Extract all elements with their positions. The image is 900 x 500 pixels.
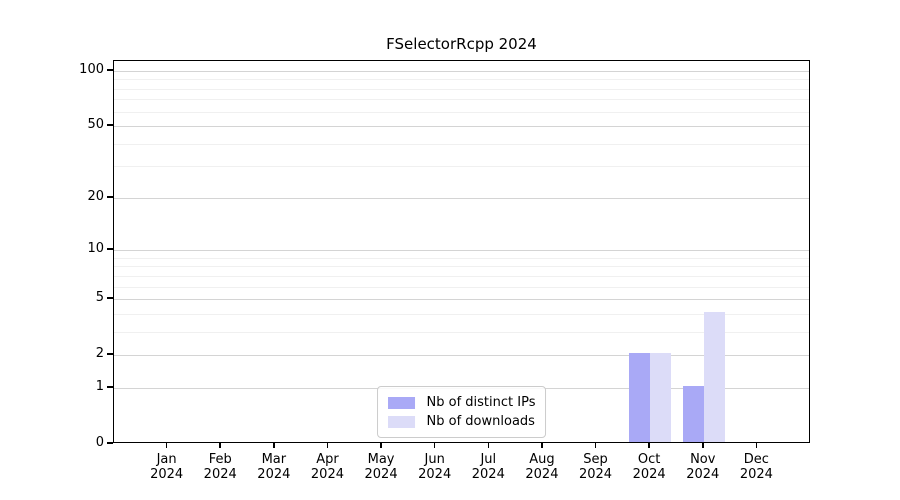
gridline-major xyxy=(114,70,809,72)
x-tick-month: Jan xyxy=(156,452,177,467)
legend-label-downloads: Nb of downloads xyxy=(426,414,535,429)
gridline-major xyxy=(114,299,809,301)
x-tick-mark xyxy=(433,443,436,448)
x-tick-label-sep: Sep 2024 xyxy=(556,452,636,482)
x-tick-month: Apr xyxy=(316,452,339,467)
x-tick-month: Sep xyxy=(583,452,608,467)
legend: Nb of distinct IPs Nb of downloads xyxy=(376,386,547,438)
legend-swatch-distinct-ips xyxy=(387,396,415,409)
legend-label-distinct-ips: Nb of distinct IPs xyxy=(426,395,536,410)
x-tick-mark xyxy=(755,443,758,448)
x-tick-label-jan: Jan 2024 xyxy=(127,452,207,482)
x-tick-year: 2024 xyxy=(525,467,559,482)
x-tick-month: May xyxy=(367,452,395,467)
x-tick-month: Mar xyxy=(261,452,287,467)
x-tick-year: 2024 xyxy=(686,467,720,482)
x-tick-label-may: May 2024 xyxy=(341,452,421,482)
x-tick-label-apr: Apr 2024 xyxy=(287,452,367,482)
gridline-minor xyxy=(114,79,809,81)
x-tick-mark xyxy=(165,443,168,448)
x-tick-year: 2024 xyxy=(418,467,452,482)
plot-area: Nb of distinct IPs Nb of downloads xyxy=(113,60,810,443)
x-tick-month: Feb xyxy=(208,452,232,467)
x-tick-mark xyxy=(273,443,275,448)
y-tick-mark xyxy=(107,353,113,355)
x-tick-mark xyxy=(487,443,490,448)
x-tick-mark xyxy=(326,443,329,448)
gridline-minor xyxy=(114,111,809,113)
x-tick-year: 2024 xyxy=(739,467,773,482)
y-tick-mark xyxy=(107,386,113,388)
x-tick-month: Jun xyxy=(424,452,445,467)
gridline-minor xyxy=(114,313,809,315)
bar-nov-downloads xyxy=(703,311,725,442)
bar-oct-distinct-ips xyxy=(629,353,651,442)
legend-item-downloads: Nb of downloads xyxy=(387,412,536,431)
x-tick-year: 2024 xyxy=(257,467,291,482)
y-tick-mark xyxy=(107,248,113,250)
y-tick-mark xyxy=(107,442,113,444)
gridline-major xyxy=(114,197,809,199)
y-tick-label-2: 2 xyxy=(95,346,104,362)
x-tick-mark xyxy=(648,443,650,448)
x-tick-mark xyxy=(380,443,382,448)
gridline-minor xyxy=(114,88,809,90)
x-tick-year: 2024 xyxy=(310,467,344,482)
x-tick-month: Nov xyxy=(690,452,716,467)
x-tick-label-oct: Oct 2024 xyxy=(609,452,689,482)
x-tick-mark xyxy=(702,443,704,448)
gridline-minor xyxy=(114,257,809,259)
x-tick-month: Jul xyxy=(480,452,497,467)
x-tick-year: 2024 xyxy=(471,467,505,482)
x-tick-year: 2024 xyxy=(364,467,398,482)
gridline-minor xyxy=(114,266,809,268)
x-tick-label-nov: Nov 2024 xyxy=(663,452,743,482)
x-tick-label-mar: Mar 2024 xyxy=(234,452,314,482)
x-tick-label-dec: Dec 2024 xyxy=(716,452,796,482)
x-tick-month: Aug xyxy=(529,452,555,467)
gridline-major xyxy=(114,355,809,357)
chart-title: FSelectorRcpp 2024 xyxy=(386,35,537,53)
x-tick-year: 2024 xyxy=(632,467,666,482)
y-tick-label-0: 0 xyxy=(95,435,104,450)
legend-swatch-downloads xyxy=(387,415,415,428)
x-tick-mark xyxy=(541,443,543,448)
gridline-minor xyxy=(114,143,809,145)
y-tick-label-20: 20 xyxy=(87,188,104,204)
y-tick-label-1: 1 xyxy=(95,378,104,394)
x-tick-month: Dec xyxy=(743,452,769,467)
gridline-minor xyxy=(114,331,809,333)
legend-item-distinct-ips: Nb of distinct IPs xyxy=(387,393,536,412)
x-tick-year: 2024 xyxy=(150,467,184,482)
gridline-major xyxy=(114,126,809,128)
x-tick-month: Oct xyxy=(637,452,661,467)
y-tick-label-10: 10 xyxy=(87,241,104,257)
x-tick-year: 2024 xyxy=(203,467,237,482)
y-tick-mark xyxy=(107,297,113,299)
gridline-minor xyxy=(114,275,809,277)
gridline-minor xyxy=(114,286,809,288)
y-tick-label-100: 100 xyxy=(79,61,104,77)
x-tick-mark xyxy=(594,443,597,448)
x-tick-year: 2024 xyxy=(578,467,613,482)
y-tick-label-5: 5 xyxy=(95,290,104,306)
bar-oct-downloads xyxy=(650,353,672,442)
gridline-major xyxy=(114,250,809,252)
x-tick-label-feb: Feb 2024 xyxy=(180,452,260,482)
y-tick-mark xyxy=(107,124,113,126)
x-tick-label-jul: Jul 2024 xyxy=(448,452,528,482)
gridline-minor xyxy=(114,166,809,168)
x-tick-label-jun: Jun 2024 xyxy=(395,452,475,482)
y-tick-label-50: 50 xyxy=(87,117,104,133)
gridline-minor xyxy=(114,99,809,101)
bar-nov-distinct-ips xyxy=(682,385,704,442)
y-tick-mark xyxy=(107,196,113,198)
x-tick-label-aug: Aug 2024 xyxy=(502,452,582,482)
x-tick-mark xyxy=(219,443,221,448)
y-tick-mark xyxy=(107,69,113,71)
